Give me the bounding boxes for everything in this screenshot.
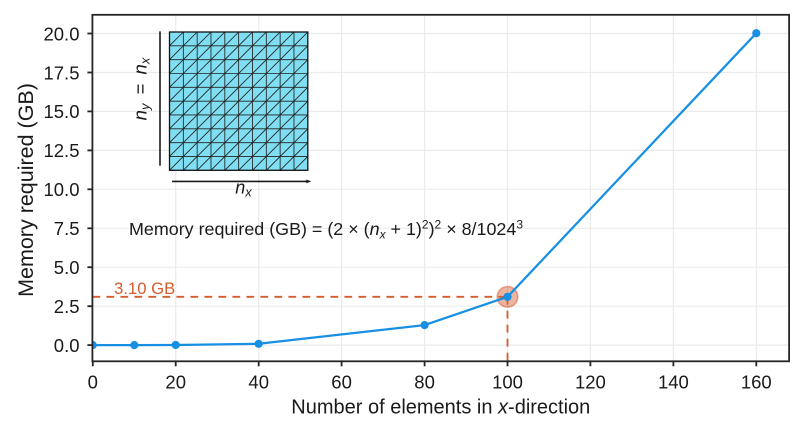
svg-text:60: 60 (331, 371, 352, 392)
svg-text:17.5: 17.5 (43, 62, 79, 83)
svg-text:0.0: 0.0 (54, 335, 80, 356)
svg-text:ny = nx: ny = nx (130, 57, 153, 120)
svg-text:40: 40 (248, 371, 269, 392)
svg-text:7.5: 7.5 (54, 218, 80, 239)
svg-text:100: 100 (492, 371, 523, 392)
svg-text:20.0: 20.0 (43, 23, 79, 44)
svg-text:Memory required (GB): Memory required (GB) (14, 83, 38, 297)
svg-text:15.0: 15.0 (43, 101, 79, 122)
svg-text:0: 0 (88, 371, 98, 392)
svg-text:140: 140 (658, 371, 689, 392)
svg-text:3.10 GB: 3.10 GB (114, 279, 175, 298)
svg-text:12.5: 12.5 (43, 140, 79, 161)
svg-text:Memory required (GB) = (2 × (n: Memory required (GB) = (2 × (nx + 1)2)2 … (129, 218, 523, 242)
svg-text:160: 160 (741, 371, 772, 392)
svg-text:Number of elements in x-direct: Number of elements in x-direction (291, 397, 590, 419)
svg-text:2.5: 2.5 (54, 296, 80, 317)
svg-text:10.0: 10.0 (43, 179, 79, 200)
svg-text:5.0: 5.0 (54, 257, 80, 278)
svg-text:80: 80 (414, 371, 435, 392)
svg-text:nx: nx (235, 178, 252, 200)
svg-text:20: 20 (165, 371, 186, 392)
svg-text:120: 120 (575, 371, 606, 392)
